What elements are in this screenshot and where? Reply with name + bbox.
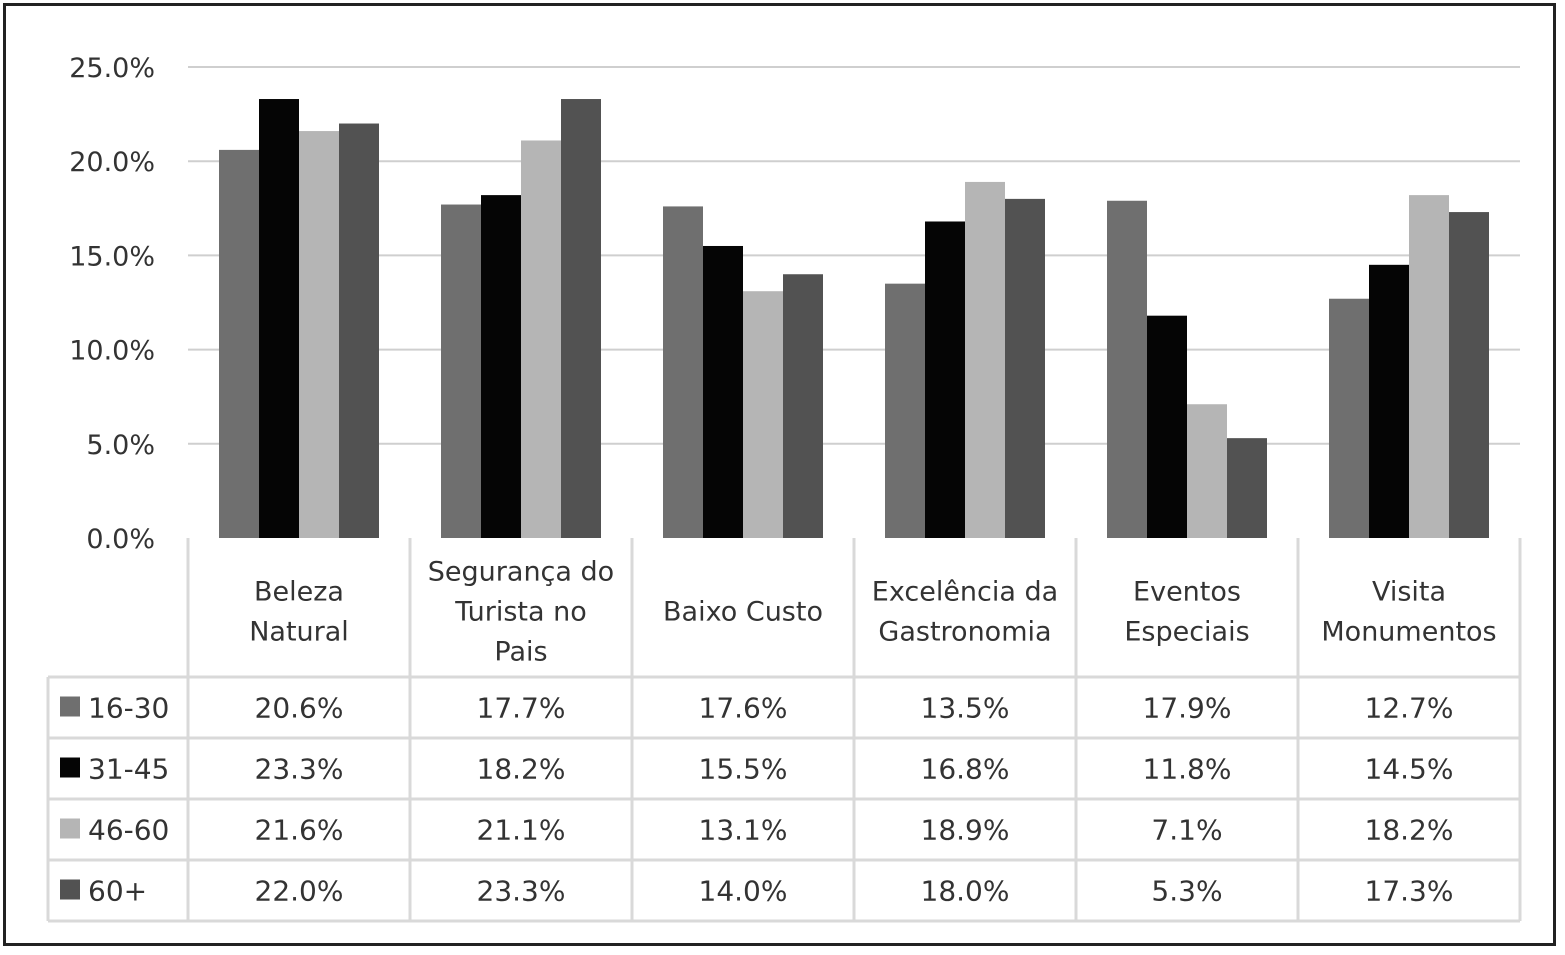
data-label: 17.9%: [1143, 692, 1232, 725]
y-tick-label: 25.0%: [69, 53, 155, 84]
bar: [1147, 315, 1187, 538]
bar: [1187, 404, 1227, 538]
bar: [219, 149, 259, 538]
bar: [1107, 200, 1147, 538]
bar: [1005, 198, 1045, 538]
bar: [743, 291, 783, 538]
data-label: 15.5%: [699, 753, 788, 786]
legend-label: 60+: [88, 875, 147, 908]
category-label: Segurança do Turista no Pais: [428, 557, 614, 668]
data-label: 11.8%: [1143, 753, 1232, 786]
bar: [1227, 438, 1267, 538]
legend-label: 46-60: [88, 814, 169, 847]
data-label: 20.6%: [255, 692, 344, 725]
bar: [885, 283, 925, 538]
legend-label: 31-45: [88, 753, 169, 786]
bar: [783, 274, 823, 538]
data-label: 18.0%: [921, 875, 1010, 908]
chart-frame: [3, 3, 1556, 946]
bar: [481, 195, 521, 538]
data-label: 18.2%: [1365, 814, 1454, 847]
data-label: 17.3%: [1365, 875, 1454, 908]
data-label: 16.8%: [921, 753, 1010, 786]
data-label: 21.6%: [255, 814, 344, 847]
data-label: 7.1%: [1151, 814, 1222, 847]
category-label: Beleza Natural: [249, 577, 349, 648]
bar: [259, 99, 299, 538]
bar: [561, 99, 601, 538]
category-label: Visita Monumentos: [1321, 577, 1496, 648]
data-label: 22.0%: [255, 875, 344, 908]
data-label: 5.3%: [1151, 875, 1222, 908]
data-label: 14.0%: [699, 875, 788, 908]
data-label: 23.3%: [255, 753, 344, 786]
data-label: 17.6%: [699, 692, 788, 725]
bar: [339, 123, 379, 539]
data-label: 17.7%: [477, 692, 566, 725]
bar: [441, 204, 481, 539]
y-tick-label: 10.0%: [69, 336, 155, 367]
category-label: Eventos Especiais: [1124, 577, 1249, 648]
category-label: Excelência da Gastronomia: [872, 577, 1058, 648]
bar: [925, 221, 965, 538]
bar: [1409, 195, 1449, 538]
legend-swatch: [60, 879, 80, 900]
data-label: 12.7%: [1365, 692, 1454, 725]
data-label: 13.5%: [921, 692, 1010, 725]
data-label: 18.2%: [477, 753, 566, 786]
bar: [965, 181, 1005, 538]
data-label: 23.3%: [477, 875, 566, 908]
bar: [703, 245, 743, 539]
category-label: Baixo Custo: [663, 597, 823, 628]
y-tick-label: 0.0%: [86, 524, 155, 555]
y-tick-label: 5.0%: [86, 430, 155, 461]
bar: [1449, 212, 1489, 538]
legend-label: 16-30: [88, 692, 169, 725]
y-tick-label: 20.0%: [69, 147, 155, 178]
legend-swatch: [60, 818, 80, 839]
data-label: 18.9%: [921, 814, 1010, 847]
data-label: 21.1%: [477, 814, 566, 847]
legend-swatch: [60, 757, 80, 778]
legend-swatch: [60, 696, 80, 717]
bar: [299, 131, 339, 538]
bar: [1369, 264, 1409, 538]
y-tick-label: 15.0%: [69, 241, 155, 272]
data-label: 14.5%: [1365, 753, 1454, 786]
bar: [521, 140, 561, 538]
data-label: 13.1%: [699, 814, 788, 847]
bar: [1329, 298, 1369, 538]
bar: [663, 206, 703, 538]
